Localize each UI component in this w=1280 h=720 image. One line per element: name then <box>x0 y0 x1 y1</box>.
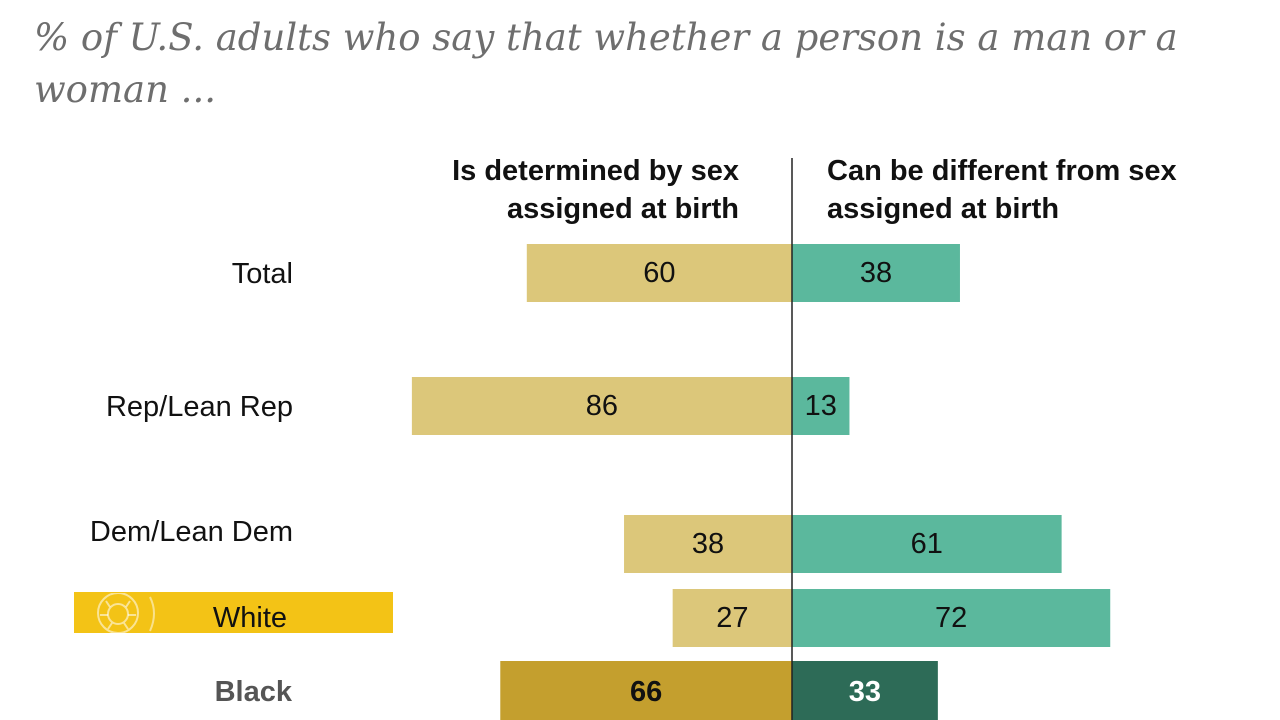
bar-left-dem-lean-dem <box>624 515 792 573</box>
bar-left-rep-lean-rep <box>411 377 792 435</box>
category-label-total: Total <box>232 258 293 290</box>
value-label-right-white: 72 <box>935 602 967 634</box>
value-label-left-total: 60 <box>643 257 675 289</box>
value-label-left-black: 66 <box>630 676 662 708</box>
category-label-dem-lean-dem: Dem/Lean Dem <box>90 516 293 548</box>
bar-right-dem-lean-dem <box>792 515 1062 573</box>
chart-subtitle: % of U.S. adults who say that whether a … <box>34 16 1178 111</box>
bar-right-rep-lean-rep <box>792 377 850 435</box>
value-label-right-rep-lean-rep: 13 <box>805 390 837 422</box>
value-label-left-white: 27 <box>716 602 748 634</box>
value-label-right-dem-lean-dem: 61 <box>911 528 943 560</box>
right-column-header: Can be different from sex assigned at bi… <box>827 155 1177 225</box>
value-label-left-dem-lean-dem: 38 <box>692 528 724 560</box>
category-label-rep-lean-rep: Rep/Lean Rep <box>106 391 293 423</box>
bar-left-black <box>500 661 792 720</box>
value-label-left-rep-lean-rep: 86 <box>586 390 618 422</box>
left-column-header: Is determined by sex assigned at birth <box>452 155 739 225</box>
overlay-badge <box>74 592 393 633</box>
category-label-black: Black <box>215 676 293 708</box>
value-label-right-total: 38 <box>860 257 892 289</box>
bar-right-white <box>792 589 1111 647</box>
bar-right-black <box>792 661 938 720</box>
value-label-right-black: 33 <box>849 676 881 708</box>
bar-left-total <box>526 244 792 302</box>
bar-right-total <box>792 244 960 302</box>
bar-left-white <box>672 589 792 647</box>
category-label-white: White <box>213 602 287 634</box>
lion-logo-icon <box>97 593 155 633</box>
